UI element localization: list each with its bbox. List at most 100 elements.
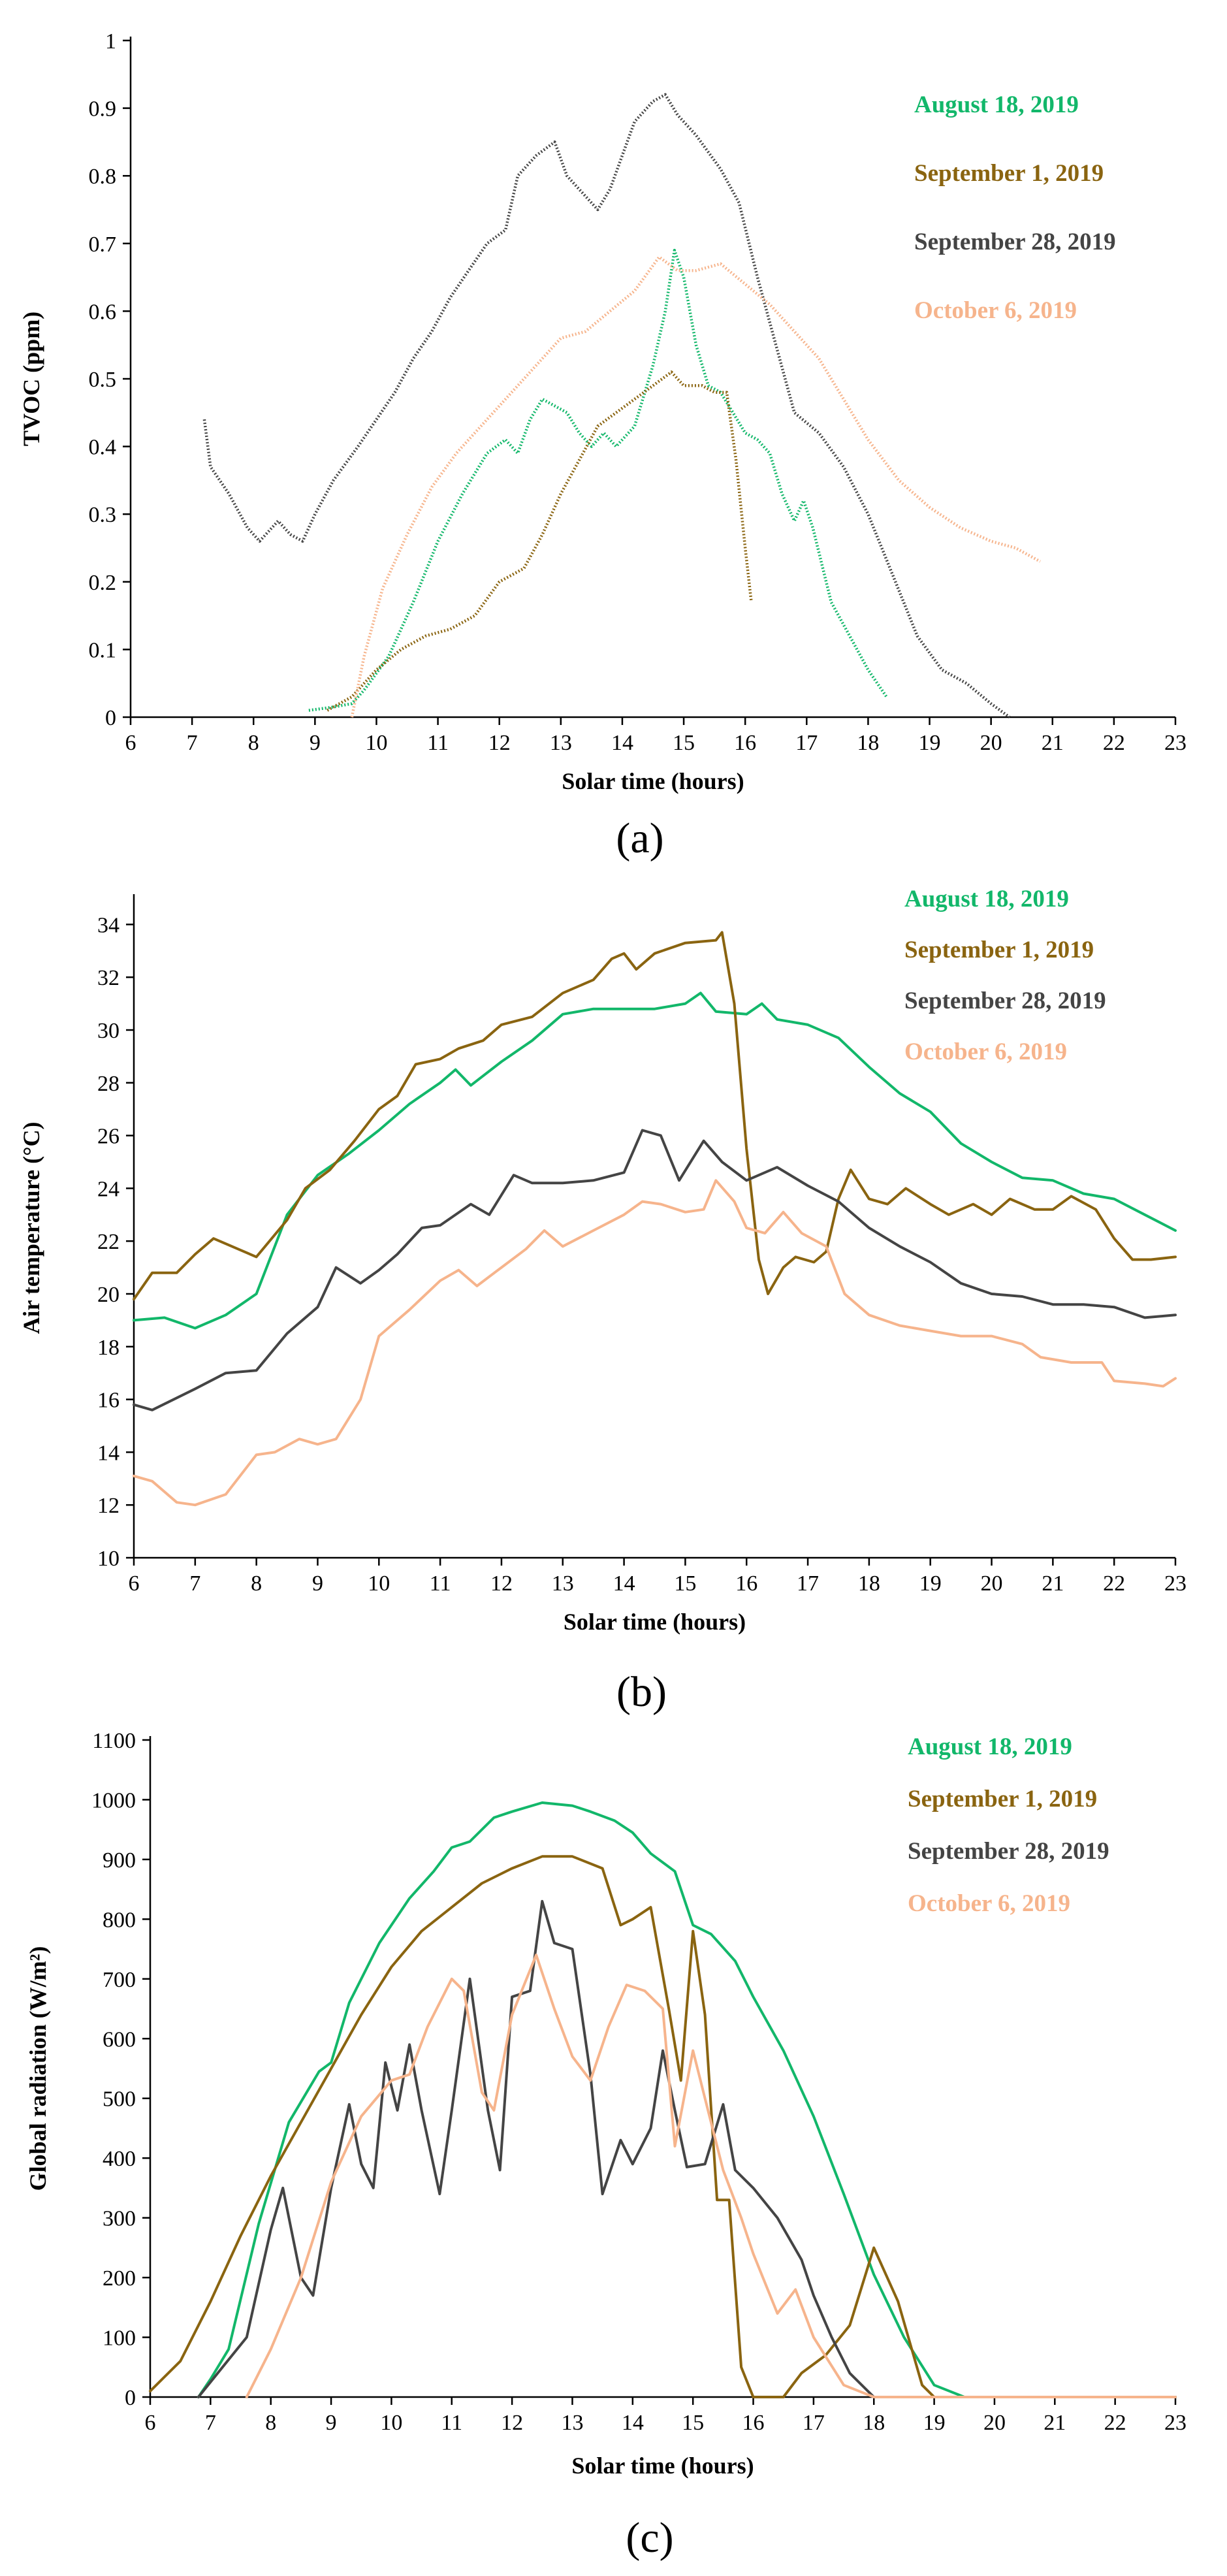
series-october-6-2019 [245,1954,1177,2398]
x-tick-label: 20 [983,2411,1006,2435]
x-tick-label: 20 [981,1571,1003,1596]
y-tick-label: 0.2 [89,571,117,595]
x-tick-label: 16 [742,2411,765,2435]
y-tick-label: 400 [103,2147,136,2171]
y-axis-title: Air temperature (°C) [18,1122,44,1334]
series-september-1-2019 [327,370,753,712]
x-tick-label: 9 [310,731,321,755]
y-tick-label: 32 [97,966,120,990]
x-tick-label: 19 [923,2411,946,2435]
x-tick-label: 14 [622,2411,644,2435]
y-tick-label: 200 [103,2266,136,2291]
series-october-6-2019 [133,1179,1177,1507]
x-tick-label: 23 [1164,1571,1187,1596]
y-tick-label: 10 [97,1547,120,1571]
y-tick-label: 500 [103,2087,136,2112]
x-tick-label: 13 [550,731,572,755]
y-tick-label: 20 [97,1283,120,1307]
chart-global-radiation: 6 7 8 9 10 11 12 13 14 15 16 17 18 19 20 21 22 23 0 100 200 3… [25,1731,1187,2562]
series-september-28-2019 [133,1129,1177,1411]
y-axis-title: TVOC (ppm) [18,312,44,446]
panel-label: (a) [616,814,663,862]
x-tick-label: 11 [427,731,449,755]
x-tick-label: 12 [488,731,511,755]
x-tick-label: 7 [189,1571,200,1596]
series-august-18-2019 [308,248,888,712]
legend-october-6-2019: October 6, 2019 [908,1890,1070,1917]
x-tick-label: 6 [125,731,136,755]
legend-september-28-2019: September 28, 2019 [908,1838,1109,1865]
series-september-1-2019 [149,1855,1177,2398]
y-tick-label: 100 [103,2326,136,2351]
x-tick-label: 14 [613,1571,635,1596]
x-tick-label: 8 [251,1571,262,1596]
x-tick-label: 22 [1103,1571,1125,1596]
x-tick-label: 21 [1042,1571,1064,1596]
x-tick-label: 7 [205,2411,216,2435]
legend-september-1-2019: September 1, 2019 [904,937,1094,963]
x-tick-label: 19 [919,731,941,755]
series-september-1-2019 [133,931,1177,1301]
x-tick-label: 14 [611,731,633,755]
y-tick-label: 0.4 [89,436,117,460]
y-tick-label: 600 [103,2027,136,2052]
y-tick-label: 28 [97,1072,120,1096]
x-tick-label: 21 [1042,731,1064,755]
y-tick-label: 0.7 [89,233,117,257]
x-tick-label: 16 [734,731,756,755]
x-tick-label: 18 [863,2411,885,2435]
x-tick-label: 11 [441,2411,462,2435]
y-tick-label: 1 [105,29,116,54]
x-tick-label: 20 [980,731,1002,755]
x-tick-label: 15 [673,731,695,755]
chart-tvoc: 6 7 8 9 10 11 12 13 14 15 16 17 18 19 20 21 22 23 0 0.1 0.2 0… [18,29,1187,862]
x-tick-label: 18 [858,1571,880,1596]
legend-september-1-2019: September 1, 2019 [908,1786,1097,1812]
x-tick-label: 15 [682,2411,704,2435]
x-tick-label: 10 [365,731,387,755]
x-tick-label: 10 [380,2411,402,2435]
legend-september-28-2019: September 28, 2019 [904,988,1106,1014]
y-tick-label: 0.8 [89,165,117,189]
y-tick-label: 0 [125,2386,136,2410]
x-tick-label: 17 [803,2411,825,2435]
x-axis-title: Solar time (hours) [562,768,744,794]
x-tick-label: 10 [368,1571,390,1596]
x-tick-label: 17 [795,731,818,755]
legend-october-6-2019: October 6, 2019 [904,1038,1067,1065]
y-tick-label: 12 [97,1494,120,1518]
x-tick-label: 21 [1044,2411,1066,2435]
x-tick-label: 6 [145,2411,156,2435]
panel-label: (b) [616,1668,667,1716]
x-tick-label: 16 [735,1571,757,1596]
legend-october-6-2019: October 6, 2019 [914,297,1077,324]
x-tick-label: 8 [265,2411,276,2435]
panel-c: 6 7 8 9 10 11 12 13 14 15 16 17 18 19 20 21 22 23 0 100 200 3… [0,1731,1227,2576]
series-september-28-2019 [202,93,1011,718]
x-tick-label: 23 [1164,2411,1187,2435]
y-tick-label: 26 [97,1125,120,1149]
legend-september-1-2019: September 1, 2019 [914,160,1104,187]
y-tick-label: 900 [103,1848,136,1873]
y-tick-label: 300 [103,2207,136,2231]
y-tick-label: 0.3 [89,503,117,527]
y-tick-label: 34 [97,913,120,937]
x-tick-label: 18 [857,731,879,755]
y-tick-label: 0.6 [89,300,117,324]
legend-august-18-2019: August 18, 2019 [908,1733,1072,1760]
y-tick-label: 18 [97,1336,120,1360]
y-tick-label: 16 [97,1389,120,1413]
x-tick-label: 6 [129,1571,140,1596]
y-tick-label: 0.5 [89,368,117,392]
y-tick-label: 24 [97,1177,120,1201]
x-tick-label: 17 [797,1571,819,1596]
y-axis-title: Global radiation (W/m²) [25,1946,51,2191]
x-tick-label: 8 [248,731,259,755]
legend-august-18-2019: August 18, 2019 [904,886,1069,912]
y-tick-label: 0 [105,706,116,730]
x-tick-label: 13 [552,1571,574,1596]
series-october-6-2019 [350,255,1041,718]
y-tick-label: 800 [103,1908,136,1932]
y-tick-label: 22 [97,1230,120,1254]
legend-august-18-2019: August 18, 2019 [914,91,1079,118]
